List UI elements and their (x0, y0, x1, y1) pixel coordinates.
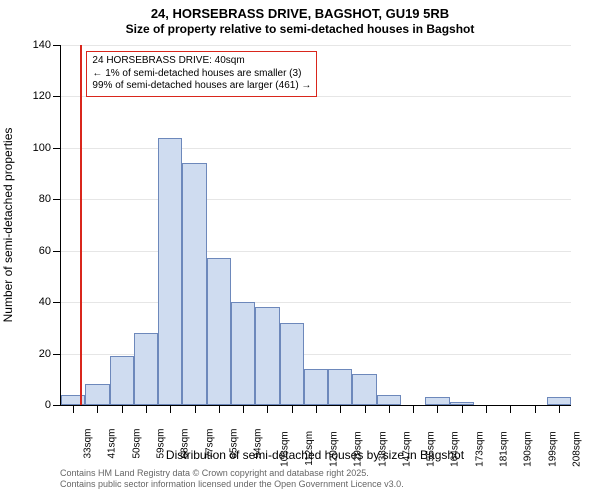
x-tick (146, 405, 147, 413)
histogram-bar (377, 395, 401, 405)
histogram-bar (110, 356, 134, 405)
x-tick (559, 405, 560, 413)
histogram-bar (425, 397, 449, 405)
x-tick (462, 405, 463, 413)
histogram-bar (134, 333, 158, 405)
x-tick (122, 405, 123, 413)
gridline (61, 302, 571, 303)
y-tick (53, 302, 61, 303)
y-tick (53, 199, 61, 200)
x-tick (486, 405, 487, 413)
y-tick (53, 251, 61, 252)
annotation-line: ← 1% of semi-detached houses are smaller… (92, 68, 311, 81)
marker-line (80, 45, 82, 405)
chart-title-sub: Size of property relative to semi-detach… (0, 22, 600, 36)
chart-plot-area: 02040608010012014033sqm41sqm50sqm59sqm68… (60, 45, 571, 406)
gridline (61, 251, 571, 252)
y-tick-label: 140 (33, 39, 51, 51)
histogram-bar (304, 369, 328, 405)
annotation-box: 24 HORSEBRASS DRIVE: 40sqm← 1% of semi-d… (86, 51, 317, 97)
annotation-line: 24 HORSEBRASS DRIVE: 40sqm (92, 55, 311, 68)
x-tick (316, 405, 317, 413)
histogram-bar (255, 307, 279, 405)
y-tick (53, 148, 61, 149)
x-tick (292, 405, 293, 413)
y-axis-label: Number of semi-detached properties (1, 128, 15, 323)
y-tick (53, 354, 61, 355)
x-tick-label: 208sqm (571, 431, 582, 467)
y-tick (53, 45, 61, 46)
y-tick-label: 0 (45, 399, 51, 411)
histogram-bar (207, 258, 231, 405)
histogram-bar (85, 384, 109, 405)
histogram-bar (158, 138, 182, 405)
x-tick (267, 405, 268, 413)
gridline (61, 199, 571, 200)
y-tick-label: 20 (39, 348, 51, 360)
x-tick (170, 405, 171, 413)
x-tick (389, 405, 390, 413)
y-tick-label: 120 (33, 90, 51, 102)
y-tick-label: 100 (33, 142, 51, 154)
y-tick (53, 96, 61, 97)
y-tick-label: 80 (39, 193, 51, 205)
gridline (61, 148, 571, 149)
x-tick (219, 405, 220, 413)
gridline (61, 45, 571, 46)
x-tick (413, 405, 414, 413)
histogram-bar (352, 374, 376, 405)
attribution-text: Contains HM Land Registry data © Crown c… (60, 468, 404, 490)
annotation-line: 99% of semi-detached houses are larger (… (92, 80, 311, 93)
histogram-bar (182, 163, 206, 405)
x-tick (535, 405, 536, 413)
histogram-bar (231, 302, 255, 405)
attribution-line1: Contains HM Land Registry data © Crown c… (60, 468, 404, 479)
y-tick (53, 405, 61, 406)
x-axis-label: Distribution of semi-detached houses by … (60, 448, 570, 462)
chart-title-main: 24, HORSEBRASS DRIVE, BAGSHOT, GU19 5RB (0, 6, 600, 21)
x-tick (195, 405, 196, 413)
attribution-line2: Contains public sector information licen… (60, 479, 404, 490)
x-tick (437, 405, 438, 413)
x-tick (97, 405, 98, 413)
x-tick (365, 405, 366, 413)
x-tick (510, 405, 511, 413)
histogram-bar (547, 397, 571, 405)
x-tick (340, 405, 341, 413)
gridline (61, 96, 571, 97)
y-tick-label: 60 (39, 245, 51, 257)
x-tick (73, 405, 74, 413)
x-tick (243, 405, 244, 413)
histogram-bar (280, 323, 304, 405)
y-tick-label: 40 (39, 296, 51, 308)
histogram-bar (328, 369, 352, 405)
